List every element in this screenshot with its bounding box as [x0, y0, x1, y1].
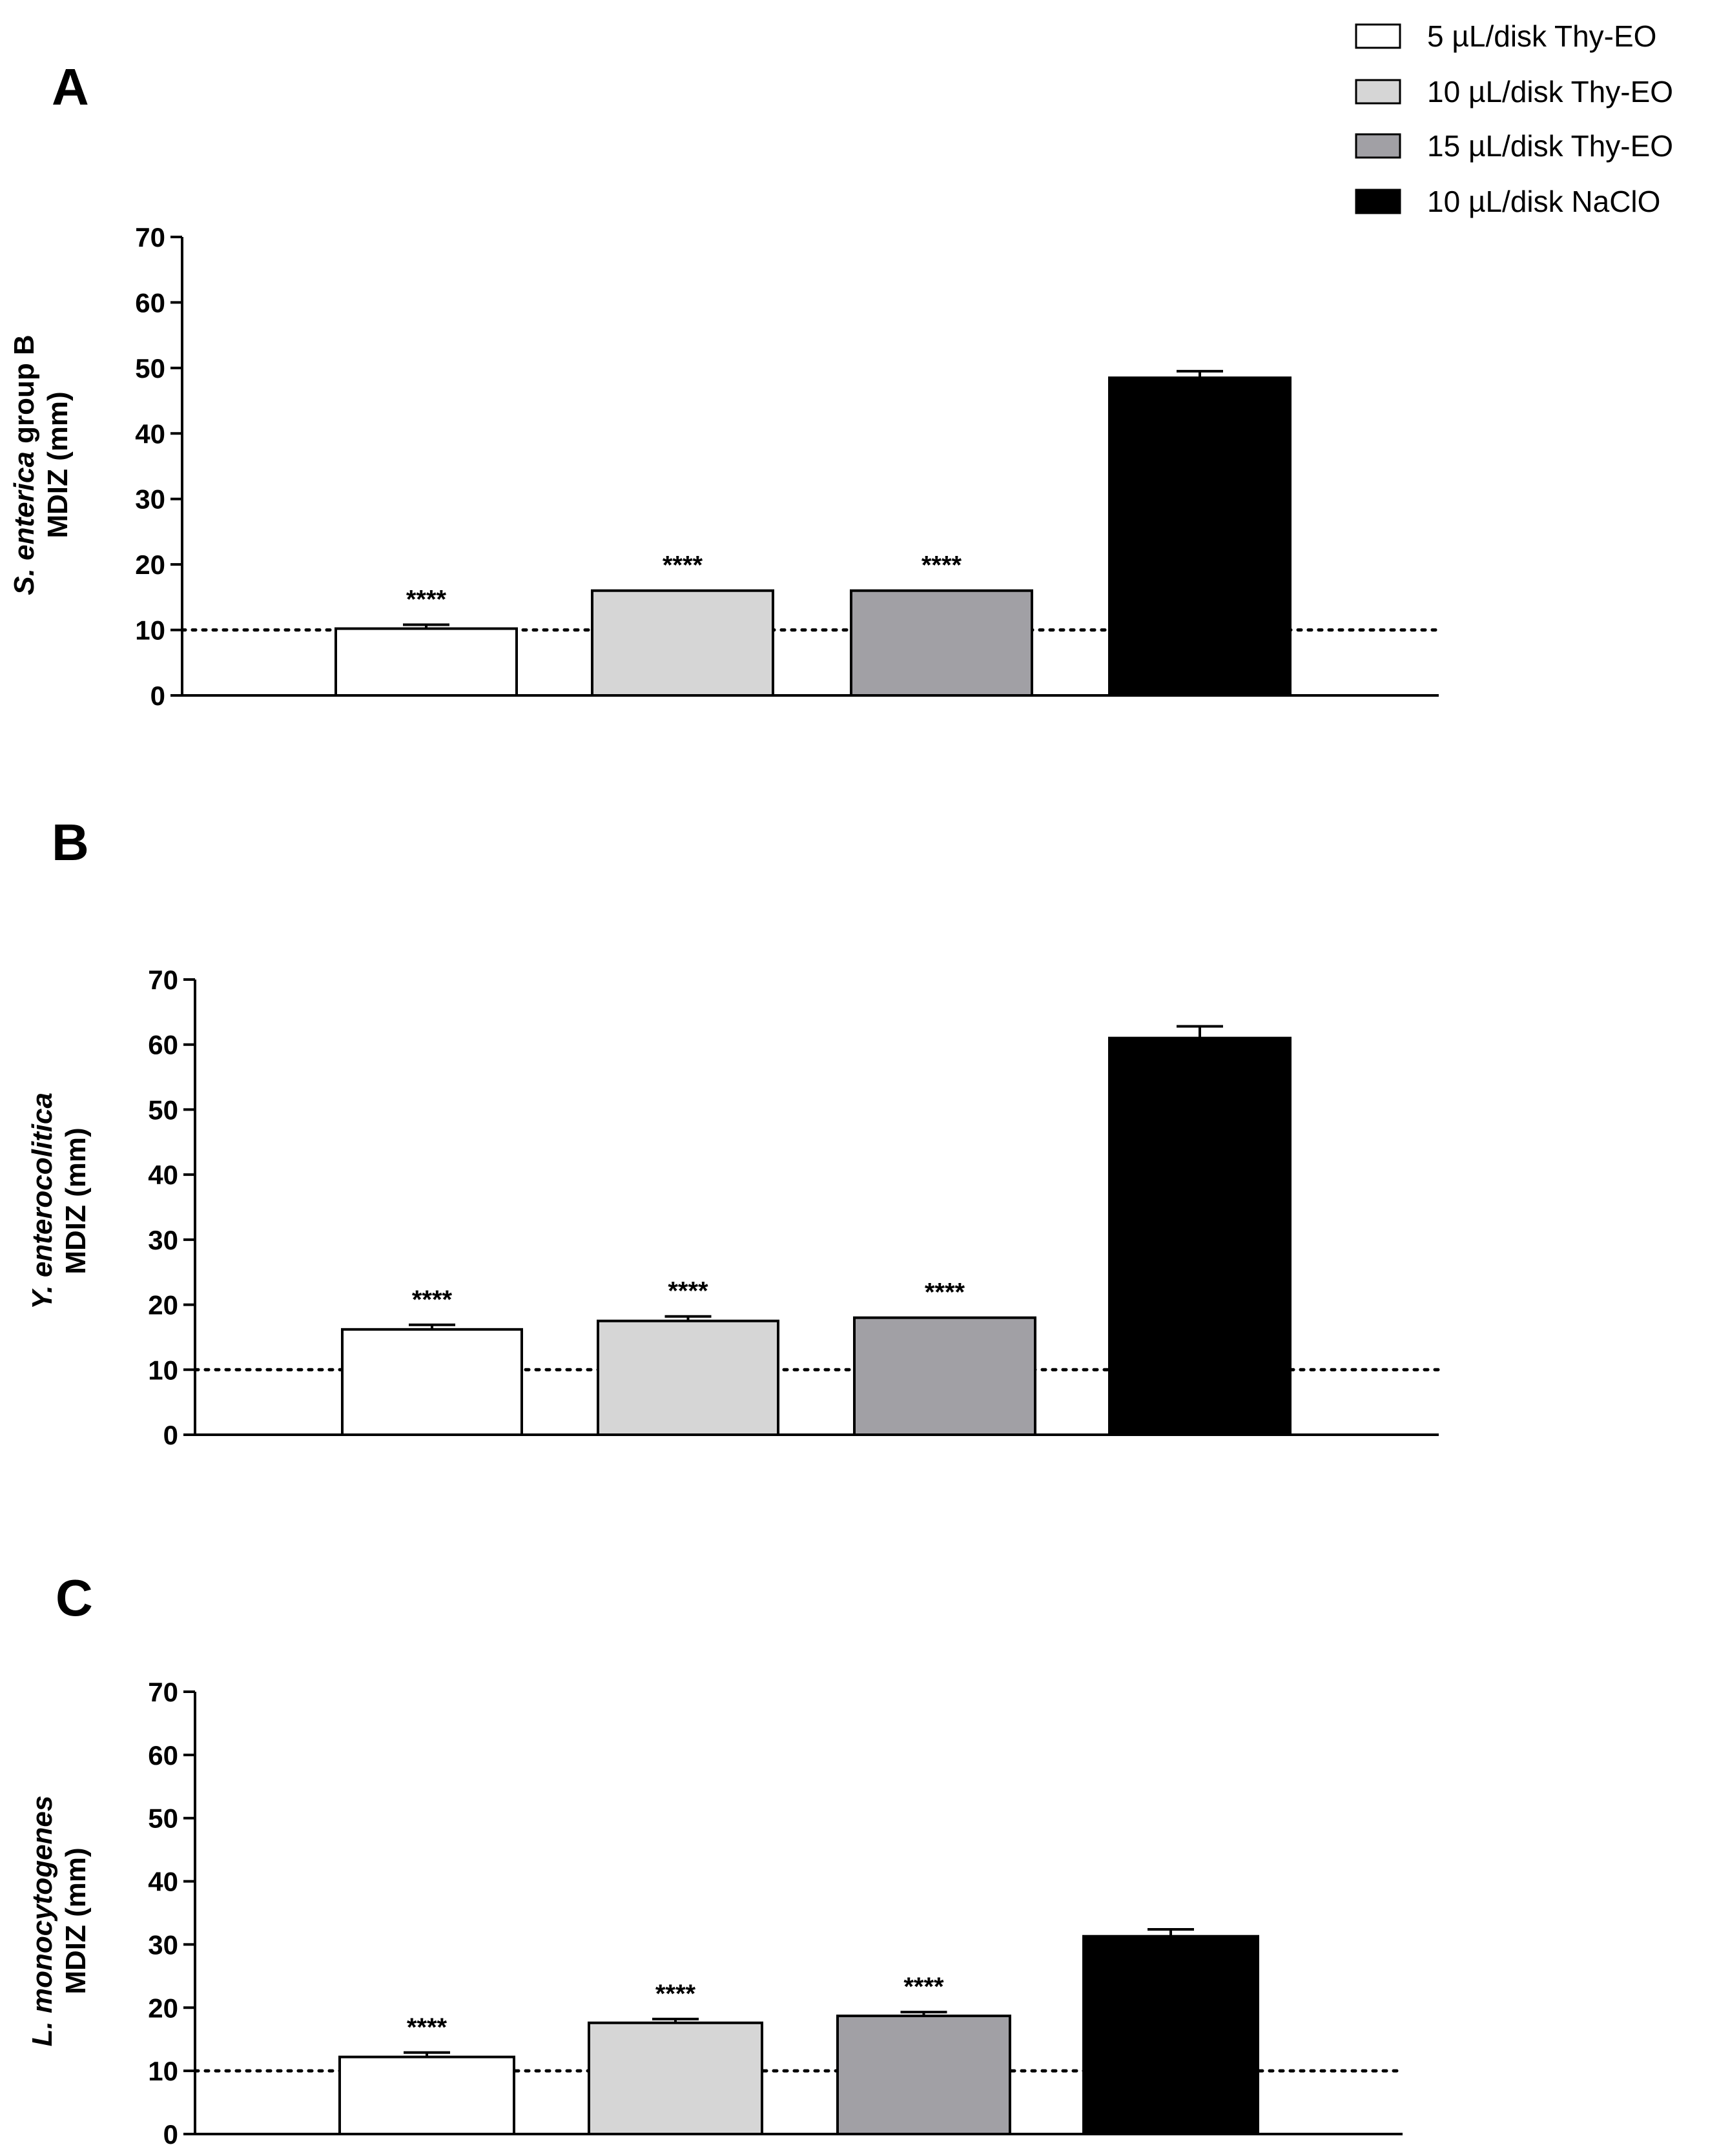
y-axis-label-line2: MDIZ (mm): [42, 391, 74, 538]
bar: [341, 1328, 523, 1436]
y-tick-label: 10: [148, 2056, 178, 2086]
significance-marker: ****: [655, 1980, 696, 2008]
y-tick-label: 0: [163, 1420, 178, 1450]
panel-letter: A: [52, 58, 89, 116]
legend-item: 10 µL/disk NaClO: [1355, 185, 1660, 218]
bar: [597, 1319, 779, 1436]
bar: [853, 1316, 1036, 1436]
y-axis-label-species: S. enterica: [8, 451, 40, 595]
y-axis-label-line1: Y. enterocolitica: [26, 1093, 58, 1309]
y-tick-label: 20: [148, 1290, 178, 1320]
panel-a: A S. enterica group B MDIZ (mm) 0 10 20 30 4…: [8, 58, 1441, 711]
plot-area: 0 10 20 30 40 50 60 70 **** **** ****: [135, 222, 1441, 711]
bar: [335, 627, 518, 697]
bar: [1108, 376, 1292, 697]
significance-marker: ****: [925, 1278, 965, 1307]
y-axis-label-line2: MDIZ (mm): [60, 1127, 92, 1274]
y-axis-label-line1: L. monocytogenes: [26, 1796, 58, 2047]
panel-b: B Y. enterocolitica MDIZ (mm) 0 10 20 30 40 5…: [26, 814, 1441, 1450]
legend-item: 10 µL/disk Thy-EO: [1355, 75, 1673, 108]
y-axis-label: Y. enterocolitica MDIZ (mm): [26, 1093, 92, 1309]
y-tick-label: 0: [163, 2119, 178, 2150]
bar: [1082, 1935, 1259, 2135]
legend-swatch: [1355, 189, 1401, 214]
legend-swatch: [1355, 133, 1401, 159]
y-tick-label: 40: [148, 1867, 178, 1897]
significance-marker: ****: [668, 1277, 708, 1306]
significance-marker: ****: [663, 551, 703, 580]
legend-item: 5 µL/disk Thy-EO: [1355, 19, 1656, 53]
y-tick-label: 60: [148, 1030, 178, 1060]
y-axis-label-line2: MDIZ (mm): [60, 1847, 92, 1994]
y-axis-label: S. enterica group B MDIZ (mm): [8, 334, 74, 595]
y-tick-label: 10: [135, 615, 165, 646]
y-tick-label: 60: [148, 1740, 178, 1771]
plot-area: 0 10 20 30 40 50 60 70 **** **** ****: [148, 965, 1441, 1450]
y-tick-label: 60: [135, 287, 165, 318]
y-tick-label: 50: [135, 353, 165, 384]
y-axis-label-species: Y. enterocolitica: [26, 1093, 58, 1309]
y-tick-label: 40: [148, 1160, 178, 1190]
y-axis-label: L. monocytogenes MDIZ (mm): [26, 1796, 92, 2047]
legend-swatch: [1355, 23, 1401, 49]
y-tick-label: 30: [148, 1225, 178, 1255]
y-axis-label-line1: S. enterica group B: [8, 334, 40, 595]
y-tick-label: 50: [148, 1803, 178, 1834]
legend-label: 10 µL/disk Thy-EO: [1427, 75, 1673, 108]
plot-area: 0 10 20 30 40 50 60 70 **** **** ****: [148, 1677, 1405, 2150]
significance-marker: ****: [903, 1973, 944, 2001]
legend-label: 10 µL/disk NaClO: [1427, 185, 1660, 218]
panel-c: C L. monocytogenes MDIZ (mm) 0 10 20 30 40 50…: [26, 1569, 1405, 2150]
y-tick-label: 30: [148, 1929, 178, 1960]
y-tick-label: 50: [148, 1094, 178, 1125]
significance-marker: ****: [921, 551, 962, 580]
y-axis-label-species: L. monocytogenes: [26, 1796, 58, 2047]
y-tick-label: 30: [135, 484, 165, 515]
significance-marker: ****: [412, 1286, 453, 1314]
bar: [338, 2055, 515, 2135]
significance-marker: ****: [407, 2013, 448, 2042]
legend-item: 15 µL/disk Thy-EO: [1355, 129, 1673, 163]
legend-label: 5 µL/disk Thy-EO: [1427, 19, 1656, 53]
y-tick-label: 70: [135, 222, 165, 252]
y-tick-label: 70: [148, 1677, 178, 1707]
y-axis-label-suffix: group B: [8, 334, 40, 451]
y-tick-label: 70: [148, 965, 178, 995]
bar: [591, 589, 774, 697]
legend: 5 µL/disk Thy-EO 10 µL/disk Thy-EO 15 µL…: [1355, 19, 1673, 218]
bar: [836, 2015, 1011, 2135]
panel-letter: C: [56, 1569, 93, 1627]
significance-marker: ****: [406, 585, 447, 613]
y-tick-label: 10: [148, 1355, 178, 1385]
bar: [588, 2021, 763, 2136]
y-tick-label: 0: [150, 681, 165, 711]
legend-label: 15 µL/disk Thy-EO: [1427, 129, 1673, 163]
y-tick-label: 40: [135, 418, 165, 449]
y-tick-label: 20: [148, 1993, 178, 2023]
y-tick-label: 20: [135, 549, 165, 580]
legend-swatch: [1355, 79, 1401, 105]
panel-letter: B: [52, 814, 89, 871]
bar: [850, 589, 1033, 697]
bar: [1108, 1036, 1292, 1436]
